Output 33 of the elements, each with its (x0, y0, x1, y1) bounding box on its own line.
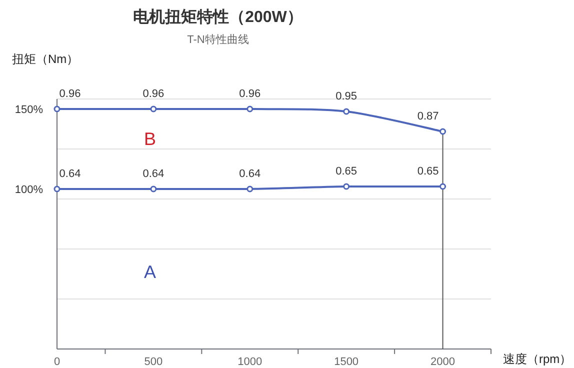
data-label: 0.65 (336, 166, 358, 178)
data-label: 0.87 (417, 110, 439, 122)
point (246, 106, 254, 112)
x-tick-label: 500 (144, 356, 163, 368)
text: 100% (14, 184, 44, 196)
data-label: 0.96 (59, 88, 81, 100)
y-axis-title: 扭矩（Nm） (12, 52, 79, 66)
data-label: 0.95 (336, 90, 358, 102)
point (343, 108, 350, 115)
data-label: 0.64 (142, 168, 164, 180)
point (440, 128, 446, 135)
x-tick-label: 2000 (430, 356, 456, 368)
point (343, 183, 350, 190)
annotation: A (144, 262, 156, 282)
chart-subtitle: T-N特性曲线 (187, 33, 249, 46)
point (54, 106, 60, 112)
point (440, 183, 446, 190)
data-label: 0.96 (142, 88, 164, 100)
x-tick-label: 1500 (334, 356, 359, 368)
x-axis-title: 速度（rpm） (503, 352, 572, 366)
data-label: 0.96 (239, 88, 261, 100)
x-tick-label: 0 (54, 356, 60, 368)
point (54, 186, 60, 192)
x-tick-label: 1000 (238, 356, 262, 368)
data-label: 0.64 (59, 168, 81, 180)
data-label: 0.64 (239, 168, 261, 180)
text: 150% (14, 104, 44, 116)
data-label: 0.65 (417, 166, 439, 178)
chart-title: 电机扭矩特性（200W） (133, 8, 303, 26)
point (246, 186, 254, 192)
point (150, 106, 157, 112)
annotation: B (144, 129, 156, 149)
point (150, 186, 157, 192)
